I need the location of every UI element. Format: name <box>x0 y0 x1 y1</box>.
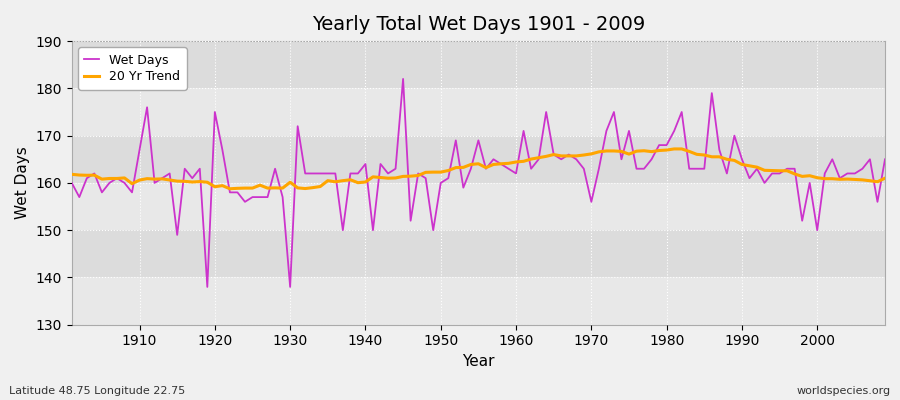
Wet Days <box>202 284 212 289</box>
Bar <box>72 88 885 136</box>
20 Yr Trend <box>300 186 310 191</box>
Wet Days <box>345 171 356 176</box>
Bar <box>72 278 885 325</box>
X-axis label: Year: Year <box>462 354 495 369</box>
Title: Yearly Total Wet Days 1901 - 2009: Yearly Total Wet Days 1901 - 2009 <box>311 15 645 34</box>
Wet Days <box>526 166 536 171</box>
20 Yr Trend <box>669 146 680 151</box>
20 Yr Trend <box>224 186 235 191</box>
Bar <box>72 230 885 278</box>
Line: Wet Days: Wet Days <box>72 79 885 287</box>
20 Yr Trend <box>345 177 356 182</box>
Line: 20 Yr Trend: 20 Yr Trend <box>72 149 885 189</box>
20 Yr Trend <box>518 159 529 164</box>
Bar <box>72 183 885 230</box>
Y-axis label: Wet Days: Wet Days <box>15 146 30 219</box>
Wet Days <box>67 180 77 185</box>
20 Yr Trend <box>510 160 521 164</box>
Legend: Wet Days, 20 Yr Trend: Wet Days, 20 Yr Trend <box>78 47 186 90</box>
Wet Days <box>518 128 529 133</box>
20 Yr Trend <box>67 172 77 177</box>
Bar <box>72 136 885 183</box>
Wet Days <box>616 157 627 162</box>
Wet Days <box>398 76 409 81</box>
Wet Days <box>127 190 138 195</box>
Text: worldspecies.org: worldspecies.org <box>796 386 891 396</box>
Wet Days <box>879 157 890 162</box>
20 Yr Trend <box>879 176 890 180</box>
20 Yr Trend <box>127 181 138 186</box>
Bar <box>72 41 885 88</box>
Wet Days <box>300 171 310 176</box>
Text: Latitude 48.75 Longitude 22.75: Latitude 48.75 Longitude 22.75 <box>9 386 185 396</box>
20 Yr Trend <box>608 148 619 153</box>
